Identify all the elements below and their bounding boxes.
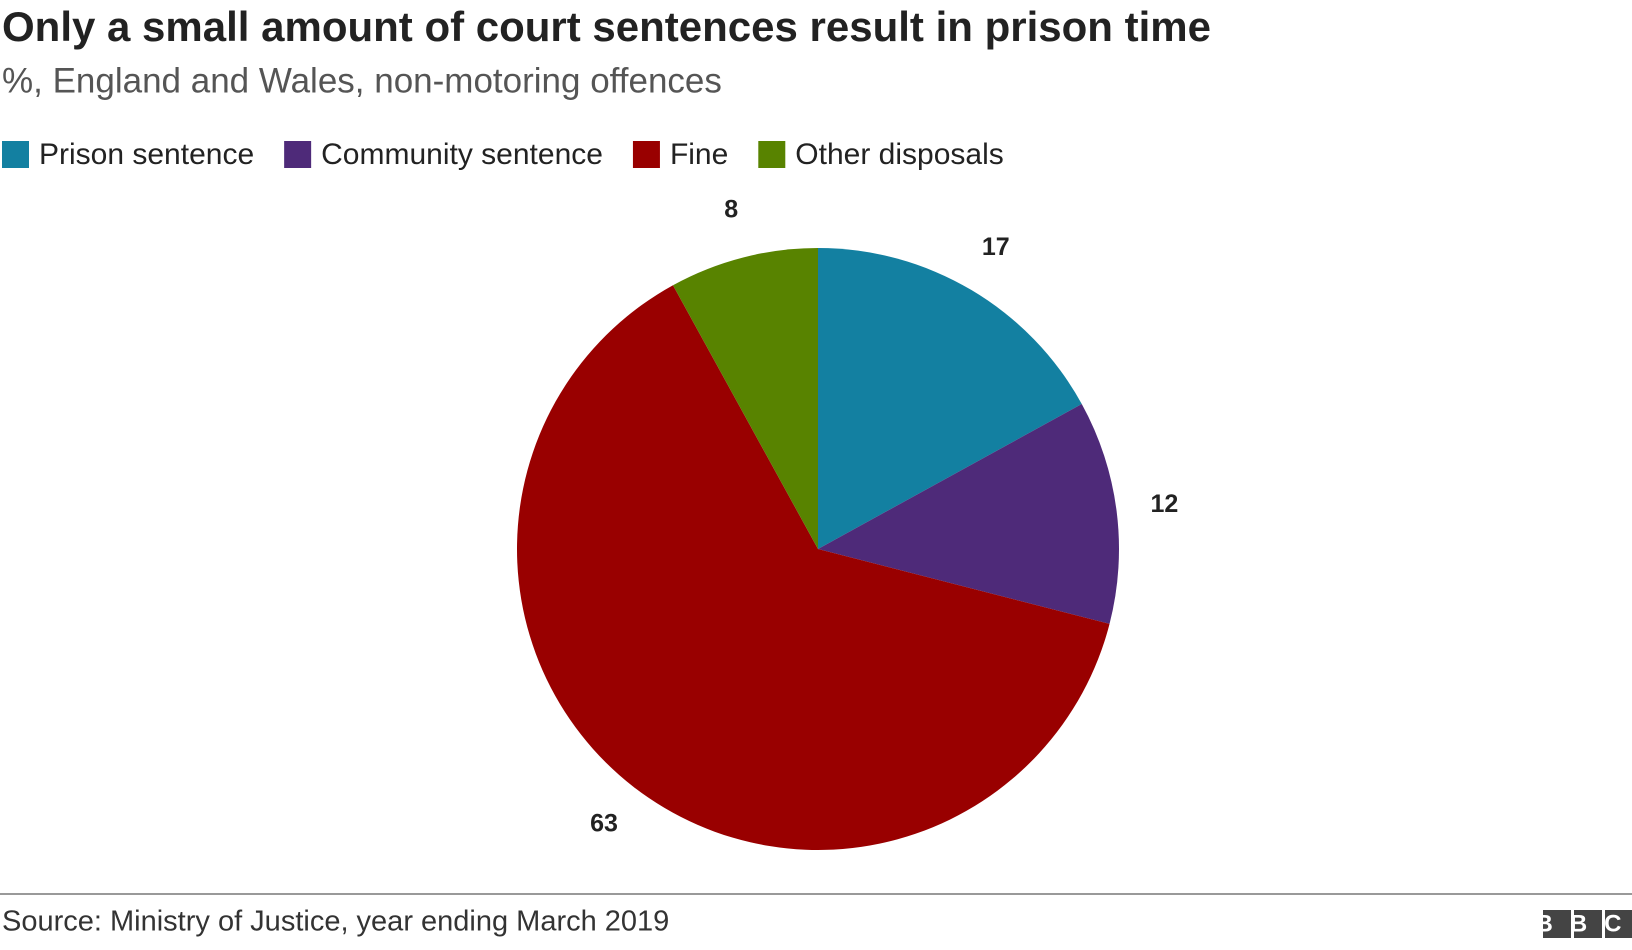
legend-swatch [758,141,786,168]
pie-slice [517,285,1110,850]
data-label: 17 [982,233,1010,261]
data-label: 63 [590,809,618,837]
logo-text: BBC [1536,910,1632,937]
legend-label: Prison sentence [39,138,254,171]
legend-label: Other disposals [795,138,1003,171]
legend-label: Community sentence [321,138,603,171]
chart-subtitle: %, England and Wales, non-motoring offen… [2,61,722,100]
legend-swatch [2,141,29,168]
legend-swatch [632,141,660,168]
legend-label: Fine [670,138,728,171]
data-label: 12 [1151,490,1179,518]
logo [1543,910,1632,938]
chart-title: Only a small amount of court sentences r… [2,3,1211,50]
source: Source: Ministry of Justice, year ending… [2,906,669,938]
data-label: 8 [724,195,738,223]
pie-slice [818,248,1082,549]
pie-slice [672,248,818,549]
pie-slice [818,403,1119,624]
legend-swatch [284,141,312,168]
